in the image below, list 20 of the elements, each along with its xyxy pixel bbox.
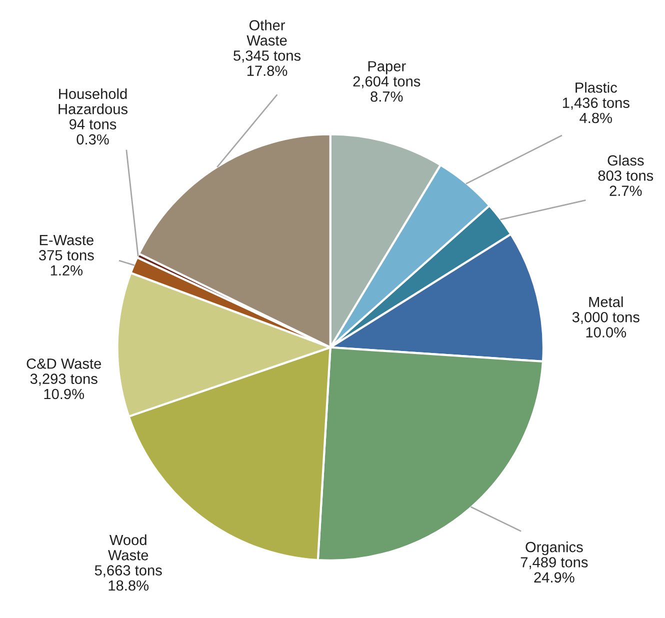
- data-label: 5,345 tons 17.8%: [234, 50, 301, 76]
- data-label: 3,000 tons 10.0%: [572, 312, 640, 338]
- slice-label: Household Hazardous: [58, 88, 128, 114]
- slice-label: Other Waste: [246, 20, 287, 46]
- slice-label: Metal: [589, 296, 623, 308]
- data-label: 7,489 tons 24.9%: [520, 557, 588, 583]
- slice-label: Plastic: [576, 82, 617, 93]
- data-label: 5,663 tons 18.8%: [94, 565, 162, 591]
- data-label: 3,293 tons 10.9%: [30, 374, 98, 400]
- data-label: 2,604 tons 8.7%: [353, 76, 420, 102]
- slice-label: Wood Waste: [108, 534, 148, 560]
- slice-label: C&D Waste: [26, 358, 102, 369]
- data-label: 94 tons 0.3%: [70, 119, 116, 145]
- data-label: 375 tons 1.2%: [38, 250, 94, 276]
- data-label: 1,436 tons 4.8%: [562, 98, 630, 124]
- slice-label: Glass: [608, 154, 644, 166]
- slice-label: Paper: [368, 61, 406, 74]
- slice-label: Organics: [526, 542, 583, 556]
- slice-label: E-Waste: [40, 235, 94, 246]
- data-label: 803 tons 2.7%: [598, 170, 654, 196]
